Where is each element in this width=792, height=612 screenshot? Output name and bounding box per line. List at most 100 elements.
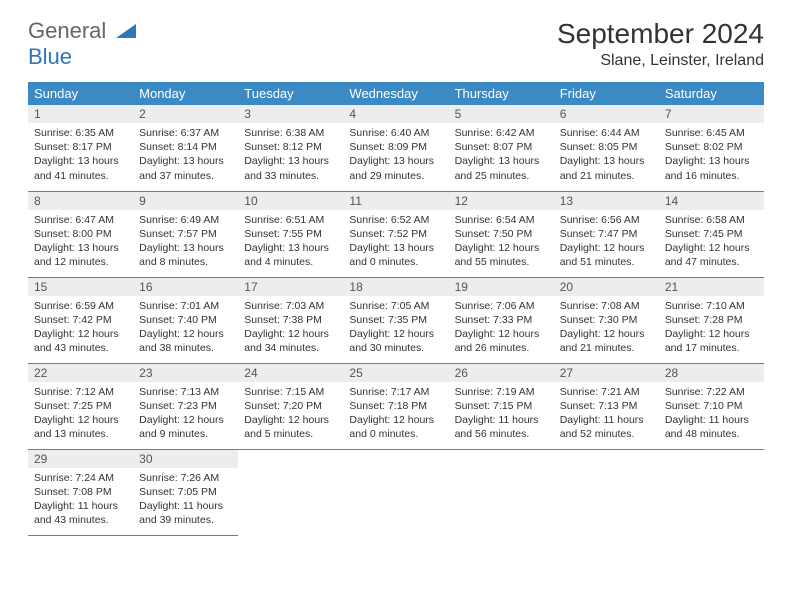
daylight-text: Daylight: 12 hours xyxy=(349,413,442,427)
daylight-text: Daylight: 13 hours xyxy=(34,241,127,255)
daylight-text: Daylight: 12 hours xyxy=(244,327,337,341)
daylight-text: Daylight: 13 hours xyxy=(665,154,758,168)
calendar-cell: 2Sunrise: 6:37 AMSunset: 8:14 PMDaylight… xyxy=(133,105,238,191)
sunset-text: Sunset: 8:12 PM xyxy=(244,140,337,154)
sunset-text: Sunset: 7:50 PM xyxy=(455,227,548,241)
day-number: 6 xyxy=(554,105,659,123)
daylight-text: Daylight: 13 hours xyxy=(244,154,337,168)
day-details: Sunrise: 6:40 AMSunset: 8:09 PMDaylight:… xyxy=(343,123,448,187)
sunset-text: Sunset: 7:20 PM xyxy=(244,399,337,413)
day-number: 26 xyxy=(449,364,554,382)
day-number: 25 xyxy=(343,364,448,382)
sunset-text: Sunset: 7:23 PM xyxy=(139,399,232,413)
sunrise-text: Sunrise: 6:56 AM xyxy=(560,213,653,227)
daylight-text: Daylight: 11 hours xyxy=(139,499,232,513)
calendar-cell xyxy=(343,449,448,535)
day-details: Sunrise: 6:42 AMSunset: 8:07 PMDaylight:… xyxy=(449,123,554,187)
day-details: Sunrise: 7:15 AMSunset: 7:20 PMDaylight:… xyxy=(238,382,343,446)
daylight-text: Daylight: 13 hours xyxy=(139,154,232,168)
sunset-text: Sunset: 7:28 PM xyxy=(665,313,758,327)
sunrise-text: Sunrise: 7:01 AM xyxy=(139,299,232,313)
sunrise-text: Sunrise: 7:10 AM xyxy=(665,299,758,313)
daylight-text: and 33 minutes. xyxy=(244,169,337,183)
day-details: Sunrise: 7:19 AMSunset: 7:15 PMDaylight:… xyxy=(449,382,554,446)
day-details: Sunrise: 7:24 AMSunset: 7:08 PMDaylight:… xyxy=(28,468,133,532)
day-number: 15 xyxy=(28,278,133,296)
calendar-cell: 4Sunrise: 6:40 AMSunset: 8:09 PMDaylight… xyxy=(343,105,448,191)
sunrise-text: Sunrise: 6:44 AM xyxy=(560,126,653,140)
daylight-text: and 21 minutes. xyxy=(560,341,653,355)
logo-triangle-icon xyxy=(116,18,136,43)
day-details: Sunrise: 7:05 AMSunset: 7:35 PMDaylight:… xyxy=(343,296,448,360)
calendar-row: 1Sunrise: 6:35 AMSunset: 8:17 PMDaylight… xyxy=(28,105,764,191)
day-details: Sunrise: 6:51 AMSunset: 7:55 PMDaylight:… xyxy=(238,210,343,274)
calendar-cell: 1Sunrise: 6:35 AMSunset: 8:17 PMDaylight… xyxy=(28,105,133,191)
sunrise-text: Sunrise: 7:21 AM xyxy=(560,385,653,399)
daylight-text: and 47 minutes. xyxy=(665,255,758,269)
day-details: Sunrise: 7:12 AMSunset: 7:25 PMDaylight:… xyxy=(28,382,133,446)
day-number: 11 xyxy=(343,192,448,210)
day-details: Sunrise: 6:52 AMSunset: 7:52 PMDaylight:… xyxy=(343,210,448,274)
day-number: 12 xyxy=(449,192,554,210)
weekday-header: Wednesday xyxy=(343,82,448,105)
daylight-text: Daylight: 12 hours xyxy=(665,241,758,255)
sunrise-text: Sunrise: 6:38 AM xyxy=(244,126,337,140)
daylight-text: Daylight: 12 hours xyxy=(244,413,337,427)
sunrise-text: Sunrise: 7:12 AM xyxy=(34,385,127,399)
logo-text-2: Blue xyxy=(28,44,72,69)
calendar-cell: 19Sunrise: 7:06 AMSunset: 7:33 PMDayligh… xyxy=(449,277,554,363)
sunset-text: Sunset: 7:42 PM xyxy=(34,313,127,327)
logo: General Blue xyxy=(28,18,136,70)
calendar-cell: 10Sunrise: 6:51 AMSunset: 7:55 PMDayligh… xyxy=(238,191,343,277)
weekday-header: Tuesday xyxy=(238,82,343,105)
daylight-text: and 52 minutes. xyxy=(560,427,653,441)
day-number: 30 xyxy=(133,450,238,468)
daylight-text: and 51 minutes. xyxy=(560,255,653,269)
sunrise-text: Sunrise: 6:45 AM xyxy=(665,126,758,140)
daylight-text: and 37 minutes. xyxy=(139,169,232,183)
day-number: 22 xyxy=(28,364,133,382)
sunset-text: Sunset: 7:13 PM xyxy=(560,399,653,413)
sunset-text: Sunset: 8:09 PM xyxy=(349,140,442,154)
sunrise-text: Sunrise: 7:17 AM xyxy=(349,385,442,399)
daylight-text: and 38 minutes. xyxy=(139,341,232,355)
calendar-cell: 25Sunrise: 7:17 AMSunset: 7:18 PMDayligh… xyxy=(343,363,448,449)
sunrise-text: Sunrise: 7:19 AM xyxy=(455,385,548,399)
weekday-header: Thursday xyxy=(449,82,554,105)
calendar-cell: 13Sunrise: 6:56 AMSunset: 7:47 PMDayligh… xyxy=(554,191,659,277)
sunset-text: Sunset: 7:57 PM xyxy=(139,227,232,241)
sunrise-text: Sunrise: 6:52 AM xyxy=(349,213,442,227)
daylight-text: and 34 minutes. xyxy=(244,341,337,355)
sunrise-text: Sunrise: 6:42 AM xyxy=(455,126,548,140)
sunset-text: Sunset: 8:02 PM xyxy=(665,140,758,154)
sunrise-text: Sunrise: 6:37 AM xyxy=(139,126,232,140)
sunset-text: Sunset: 7:55 PM xyxy=(244,227,337,241)
daylight-text: Daylight: 12 hours xyxy=(560,241,653,255)
day-number: 9 xyxy=(133,192,238,210)
day-details: Sunrise: 6:47 AMSunset: 8:00 PMDaylight:… xyxy=(28,210,133,274)
sunrise-text: Sunrise: 7:06 AM xyxy=(455,299,548,313)
weekday-header: Monday xyxy=(133,82,238,105)
daylight-text: and 56 minutes. xyxy=(455,427,548,441)
daylight-text: and 13 minutes. xyxy=(34,427,127,441)
daylight-text: and 12 minutes. xyxy=(34,255,127,269)
calendar-cell: 28Sunrise: 7:22 AMSunset: 7:10 PMDayligh… xyxy=(659,363,764,449)
daylight-text: Daylight: 12 hours xyxy=(455,327,548,341)
daylight-text: Daylight: 11 hours xyxy=(34,499,127,513)
sunset-text: Sunset: 7:10 PM xyxy=(665,399,758,413)
sunset-text: Sunset: 7:40 PM xyxy=(139,313,232,327)
sunrise-text: Sunrise: 7:24 AM xyxy=(34,471,127,485)
sunrise-text: Sunrise: 7:26 AM xyxy=(139,471,232,485)
weekday-header: Friday xyxy=(554,82,659,105)
daylight-text: Daylight: 13 hours xyxy=(139,241,232,255)
daylight-text: Daylight: 13 hours xyxy=(34,154,127,168)
day-number: 8 xyxy=(28,192,133,210)
day-number: 3 xyxy=(238,105,343,123)
sunrise-text: Sunrise: 7:03 AM xyxy=(244,299,337,313)
daylight-text: Daylight: 13 hours xyxy=(349,241,442,255)
day-number: 19 xyxy=(449,278,554,296)
sunset-text: Sunset: 7:05 PM xyxy=(139,485,232,499)
sunset-text: Sunset: 8:00 PM xyxy=(34,227,127,241)
sunrise-text: Sunrise: 7:08 AM xyxy=(560,299,653,313)
day-details: Sunrise: 7:01 AMSunset: 7:40 PMDaylight:… xyxy=(133,296,238,360)
